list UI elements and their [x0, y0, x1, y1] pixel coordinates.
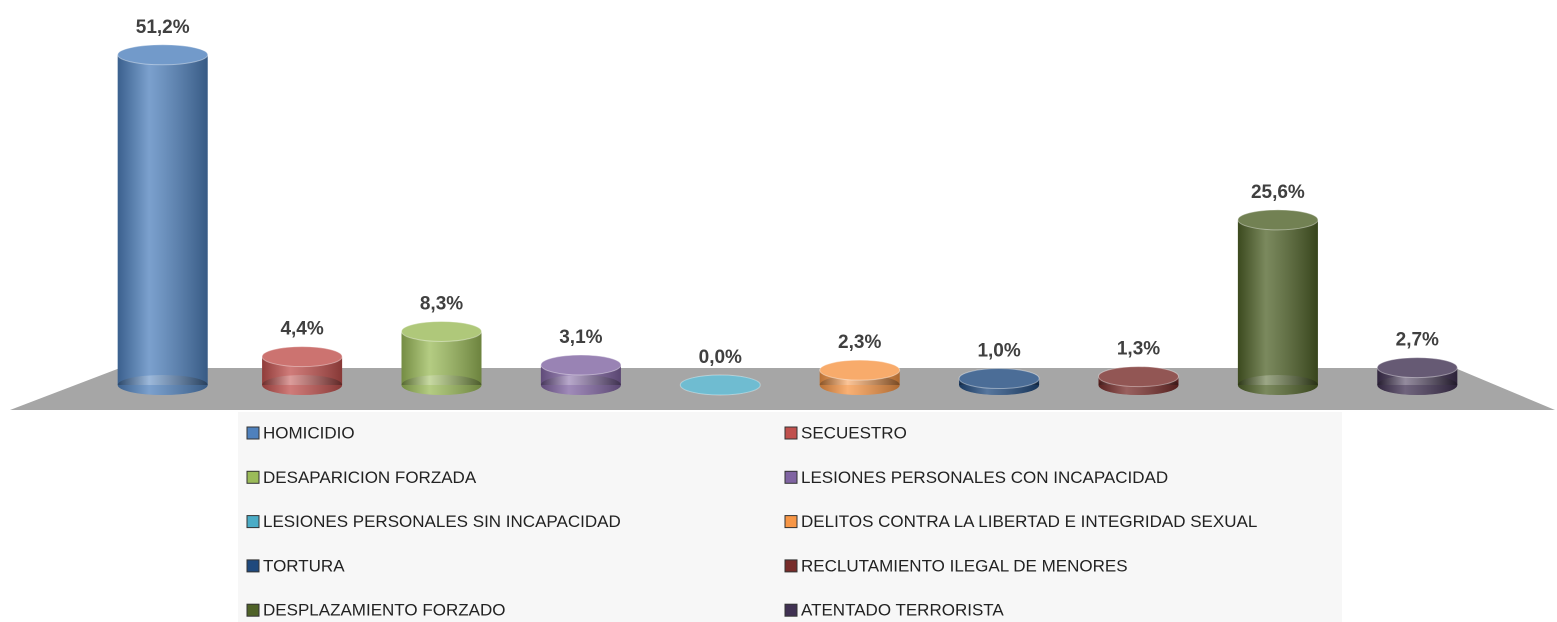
cylinder-top-light [540, 355, 621, 376]
cylinder-top-light [1237, 209, 1318, 230]
legend-label: LESIONES PERSONALES CON INCAPACIDAD [801, 468, 1168, 487]
cylinder-top-light [819, 360, 900, 381]
legend-label: TORTURA [263, 556, 345, 575]
legend-label: ATENTADO TERRORISTA [801, 601, 1004, 620]
value-label: 1,3% [1117, 339, 1160, 360]
legend-label: HOMICIDIO [263, 423, 355, 442]
legend-label: DESPLAZAMIENTO FORZADO [263, 601, 505, 620]
legend-label: DELITOS CONTRA LA LIBERTAD E INTEGRIDAD … [801, 512, 1257, 531]
cylinder-top [1098, 366, 1179, 388]
cylinder-base-shade [262, 375, 343, 395]
legend-swatch [246, 559, 260, 573]
cylinder-top [540, 354, 622, 376]
legend-label: LESIONES PERSONALES SIN INCAPACIDAD [263, 512, 621, 531]
cylinder-top-light [117, 44, 208, 65]
cylinder-top-light [1098, 366, 1179, 387]
bar-shade [117, 54, 208, 385]
legend-label: DESAPARICION FORZADA [263, 468, 477, 487]
legend-swatch [784, 515, 798, 529]
cylinder-top [679, 374, 761, 396]
legend-swatch [246, 470, 260, 484]
legend-swatch [784, 470, 798, 484]
cylinder-base-shade [401, 375, 482, 395]
cylinder-base-shade [540, 375, 621, 395]
cylinder-top [1376, 357, 1458, 379]
legend-label: SECUESTRO [801, 423, 907, 442]
legend-label: RECLUTAMIENTO ILEGAL DE MENORES [801, 556, 1128, 575]
value-label: 25,6% [1251, 182, 1305, 203]
value-label: 2,3% [838, 332, 881, 353]
cylinder-top-light [1377, 357, 1458, 378]
cylinder-top [958, 368, 1040, 390]
cylinder-base-shade [1377, 375, 1458, 395]
value-label: 3,1% [559, 327, 602, 348]
bar-shade [1237, 219, 1318, 385]
value-label: 8,3% [420, 293, 463, 314]
legend-swatch [784, 603, 798, 617]
cylinder-base-shade [1237, 375, 1318, 395]
cylinder-top [1237, 209, 1319, 231]
legend-swatch [784, 426, 798, 440]
value-label: 51,2% [136, 17, 190, 38]
cylinder-top [261, 346, 343, 368]
cylinder-top-light [959, 368, 1040, 389]
cylinder-top-light [401, 321, 482, 342]
value-label: 1,0% [977, 341, 1020, 362]
cylinder-top [117, 44, 209, 66]
cylinder-top-light [680, 375, 761, 395]
cylinder-base-shade [819, 375, 900, 395]
cylinder-base-shade [117, 375, 208, 395]
legend-swatch [246, 603, 260, 617]
cylinder-top [401, 320, 482, 342]
value-label: 0,0% [699, 347, 742, 368]
legend-swatch [784, 559, 798, 573]
legend-swatch [246, 515, 260, 529]
floor [10, 368, 1555, 410]
cylinder-top [819, 359, 901, 381]
cylinder-top-light [262, 346, 343, 367]
legend-swatch [246, 426, 260, 440]
value-label: 4,4% [280, 319, 323, 340]
value-label: 2,7% [1396, 330, 1439, 351]
